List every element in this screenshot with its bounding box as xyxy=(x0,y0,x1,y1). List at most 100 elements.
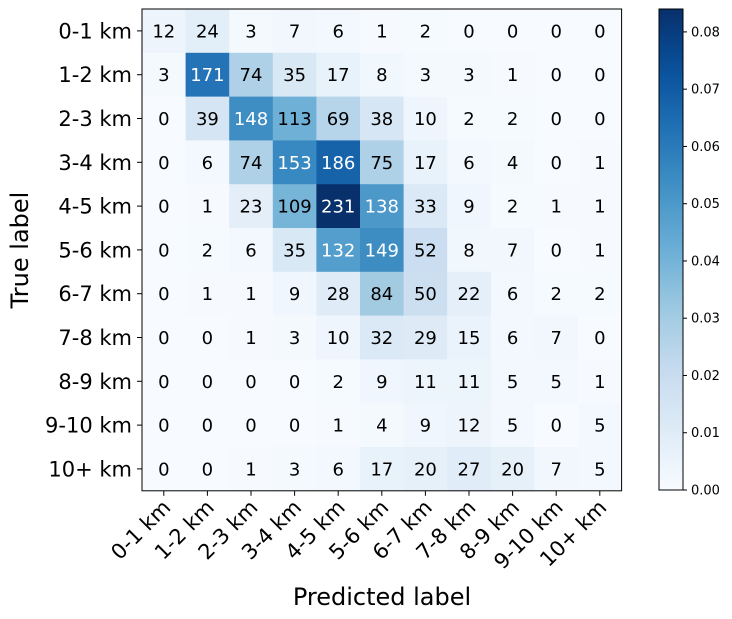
cell-value-label: 22 xyxy=(458,284,481,305)
heatmap-cell xyxy=(272,9,317,54)
cell-value-label: 11 xyxy=(458,372,481,393)
cell-value-label: 231 xyxy=(321,197,355,218)
cell-value-label: 0 xyxy=(594,328,605,349)
cell-value-label: 84 xyxy=(370,284,393,305)
heatmap-cell xyxy=(316,228,361,273)
heatmap-cell xyxy=(360,403,405,448)
cell-value-label: 7 xyxy=(507,240,518,261)
colorbar xyxy=(658,8,684,491)
cell-value-label: 2 xyxy=(202,240,213,261)
cell-value-label: 0 xyxy=(158,328,169,349)
cell-value-label: 6 xyxy=(332,459,343,480)
cell-value-label: 9 xyxy=(289,284,300,305)
colorbar-tick-label: 0.07 xyxy=(691,83,720,98)
colorbar-tick-label: 0.00 xyxy=(691,484,720,499)
cell-value-label: 2 xyxy=(507,109,518,130)
heatmap-cell xyxy=(272,271,317,317)
heatmap-cell xyxy=(360,359,405,404)
cell-value-label: 0 xyxy=(550,109,561,130)
heatmap-cell xyxy=(490,359,535,404)
cell-value-label: 2 xyxy=(594,284,605,305)
heatmap-cell xyxy=(185,271,230,317)
heatmap-cell xyxy=(316,140,361,185)
heatmap-cell xyxy=(316,96,361,141)
heatmap-cell xyxy=(142,184,187,229)
cell-value-label: 149 xyxy=(365,240,399,261)
cell-value-label: 1 xyxy=(594,197,605,218)
cell-value-label: 0 xyxy=(550,65,561,86)
heatmap-cell xyxy=(578,140,623,185)
heatmap-cell xyxy=(578,447,623,492)
heatmap-cell xyxy=(360,315,405,360)
cell-value-label: 6 xyxy=(507,284,518,305)
heatmap-cell xyxy=(229,140,274,185)
cell-value-label: 171 xyxy=(190,65,224,86)
heatmap-cell xyxy=(142,403,187,448)
cell-value-label: 2 xyxy=(463,109,474,130)
heatmap-cells xyxy=(142,9,623,492)
cell-value-label: 6 xyxy=(245,240,256,261)
heatmap-cell xyxy=(360,52,405,98)
heatmap-cell xyxy=(578,359,623,404)
heatmap-cell xyxy=(403,271,448,317)
cell-value-label: 5 xyxy=(594,416,605,437)
cell-value-label: 9 xyxy=(376,372,387,393)
x-axis-label: Predicted label xyxy=(293,583,471,611)
cell-value-label: 6 xyxy=(507,328,518,349)
cell-value-label: 0 xyxy=(158,459,169,480)
heatmap-cell xyxy=(272,184,317,229)
cell-value-label: 3 xyxy=(158,65,169,86)
colorbar-tick-label: 0.06 xyxy=(691,140,720,155)
heatmap-cell xyxy=(578,9,623,54)
cell-value-label: 4 xyxy=(507,153,518,174)
heatmap-cell xyxy=(534,315,579,360)
cell-value-label: 148 xyxy=(234,109,268,130)
cell-value-label: 38 xyxy=(370,109,393,130)
heatmap-cell xyxy=(316,52,361,98)
heatmap-cell xyxy=(316,9,361,54)
colorbar-tick-label: 0.02 xyxy=(691,369,720,384)
cell-value-label: 39 xyxy=(196,109,219,130)
cell-value-label: 1 xyxy=(594,153,605,174)
heatmap-cell xyxy=(229,271,274,317)
y-tick-label: 4-5 km xyxy=(58,195,132,219)
heatmap-cell xyxy=(229,315,274,360)
heatmap-cell xyxy=(360,140,405,185)
heatmap-cell xyxy=(578,52,623,98)
heatmap-cell xyxy=(403,96,448,141)
heatmap-cell xyxy=(403,447,448,492)
cell-value-label: 0 xyxy=(158,109,169,130)
heatmap-cell xyxy=(142,96,187,141)
heatmap-cell xyxy=(142,315,187,360)
heatmap-cell xyxy=(578,228,623,273)
cell-value-label: 0 xyxy=(550,153,561,174)
cell-value-label: 6 xyxy=(332,21,343,42)
heatmap-cell xyxy=(578,184,623,229)
heatmap-cell xyxy=(490,52,535,98)
y-tick-label: 8-9 km xyxy=(58,370,132,394)
colorbar-tick-label: 0.05 xyxy=(691,197,720,212)
cell-value-label: 109 xyxy=(277,197,311,218)
heatmap-cell xyxy=(185,52,230,98)
cell-value-label: 74 xyxy=(240,153,263,174)
cell-value-label: 10 xyxy=(327,328,350,349)
cell-value-label: 9 xyxy=(463,197,474,218)
cell-value-label: 0 xyxy=(594,109,605,130)
heatmap-cell xyxy=(185,447,230,492)
y-tick-label: 9-10 km xyxy=(45,414,132,438)
cell-value-label: 4 xyxy=(376,416,387,437)
cell-value-label: 113 xyxy=(277,109,311,130)
heatmap-cell xyxy=(490,228,535,273)
cell-value-label: 69 xyxy=(327,109,350,130)
heatmap-cell xyxy=(534,403,579,448)
heatmap-cell xyxy=(403,228,448,273)
heatmap-cell xyxy=(578,96,623,141)
cell-value-label: 9 xyxy=(420,416,431,437)
cell-value-label: 24 xyxy=(196,21,219,42)
heatmap-cell xyxy=(534,359,579,404)
heatmap-cell xyxy=(447,184,492,229)
heatmap-cell xyxy=(490,403,535,448)
cell-value-label: 0 xyxy=(463,21,474,42)
heatmap-cell xyxy=(447,403,492,448)
cell-value-label: 17 xyxy=(327,65,350,86)
